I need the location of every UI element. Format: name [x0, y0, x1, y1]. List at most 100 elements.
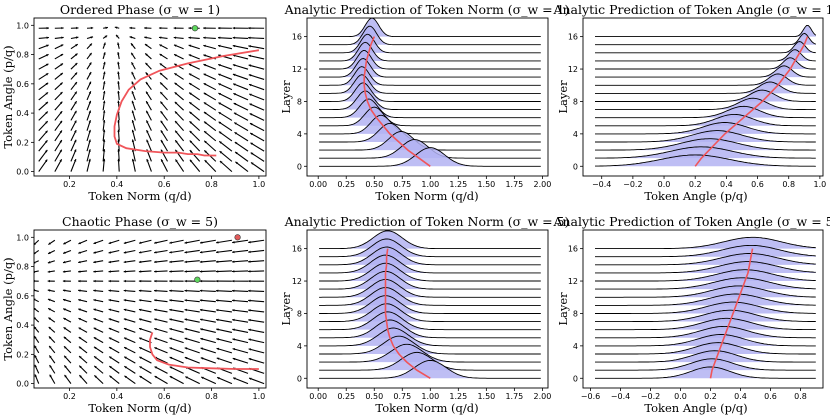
field-arrow: [248, 377, 265, 385]
field-arrowhead: [215, 270, 219, 273]
field-arrow: [232, 260, 249, 263]
field-arrowhead: [131, 91, 135, 94]
ridge-fill: [595, 318, 816, 330]
ridge-line: [595, 261, 816, 274]
field-arrowhead: [139, 241, 142, 244]
chaotic-norm-ridge-title: Analytic Prediction of Token Norm (σ_w =…: [284, 214, 570, 229]
field-arrowhead: [63, 298, 66, 302]
field-arrow: [232, 73, 249, 80]
x-tick-label: 0.75: [393, 180, 411, 189]
ridge-line: [319, 311, 541, 331]
ridge-line: [595, 293, 816, 306]
field-arrowhead: [169, 337, 173, 340]
field-arrowhead: [88, 158, 91, 162]
field-arrowhead: [117, 120, 120, 123]
ridge-line: [319, 351, 541, 371]
field-arrowhead: [248, 299, 251, 302]
x-tick-label: 0.50: [365, 180, 383, 189]
ridge-line: [319, 33, 541, 54]
field-arrowhead: [139, 327, 142, 331]
field-arrowhead: [189, 121, 193, 124]
field-arrowhead: [200, 318, 203, 321]
field-arrowhead: [216, 318, 219, 322]
y-tick-label: 4: [297, 342, 302, 351]
field-arrowhead: [131, 100, 135, 104]
chaotic-phase-title: Chaotic Phase (σ_w = 5): [62, 214, 218, 229]
field-arrowhead: [189, 130, 193, 134]
field-arrowhead: [34, 345, 37, 349]
field-arrowhead: [123, 279, 126, 283]
field-arrowhead: [131, 71, 134, 75]
field-arrowhead: [78, 279, 81, 283]
ridge-fill: [595, 90, 816, 102]
field-arrowhead: [49, 374, 52, 378]
field-arrowhead: [219, 151, 223, 154]
field-arrowhead: [108, 337, 112, 340]
field-arrowhead: [232, 260, 235, 263]
field-arrowhead: [154, 366, 158, 369]
ridge-line: [595, 334, 816, 347]
field-arrowhead: [102, 120, 106, 123]
field-arrow: [218, 92, 233, 101]
field-arrow: [232, 299, 249, 303]
x-tick-label: 0.0: [658, 180, 671, 189]
field-arrowhead: [34, 355, 37, 358]
field-arrowhead: [248, 74, 252, 77]
x-tick-label: 0.6: [764, 392, 777, 401]
x-tick-label: 1.00: [421, 180, 439, 189]
field-arrowhead: [48, 308, 51, 311]
field-arrowhead: [108, 327, 112, 331]
field-arrow: [184, 347, 200, 354]
ridge-fill: [319, 320, 541, 338]
field-arrowhead: [154, 308, 157, 312]
field-arrowhead: [204, 131, 207, 134]
ridge-fill: [319, 147, 541, 167]
field-arrowhead: [139, 375, 143, 379]
field-arrowhead: [108, 260, 111, 264]
field-arrow: [232, 54, 249, 60]
field-arrowhead: [199, 279, 203, 283]
ordered-phase-title: Ordered Phase (σ_w = 1): [60, 2, 220, 17]
field-arrowhead: [93, 337, 97, 340]
ridge-fill: [319, 26, 541, 45]
y-tick-label: 12: [568, 277, 578, 286]
y-tick-label: 16: [292, 245, 302, 254]
field-arrowhead: [78, 270, 81, 273]
field-arrowhead: [131, 52, 134, 56]
y-tick-label: 0.8: [16, 51, 29, 60]
field-arrowhead: [233, 112, 237, 115]
field-arrowhead: [159, 72, 163, 76]
field-arrow: [232, 37, 249, 40]
ridge-fill: [595, 57, 816, 70]
field-arrow: [215, 249, 232, 253]
field-arrowhead: [146, 101, 149, 104]
ordered-norm-ridge-xlabel: Token Norm (q/d): [375, 189, 478, 203]
field-arrowhead: [184, 241, 188, 244]
field-arrow: [231, 270, 249, 273]
field-arrowhead: [108, 299, 112, 302]
plot-area: [595, 236, 816, 379]
field-arrow: [249, 122, 265, 132]
field-arrow: [232, 83, 249, 91]
field-arrowhead: [93, 327, 97, 331]
field-arrowhead: [45, 130, 48, 134]
field-arrowhead: [184, 260, 187, 264]
field-arrow: [184, 328, 200, 333]
field-arrowhead: [89, 62, 92, 66]
field-arrowhead: [74, 110, 77, 114]
field-arrow: [203, 130, 217, 142]
field-arrowhead: [138, 270, 142, 273]
mean-trajectory-line: [384, 248, 431, 379]
field-arrowhead: [104, 35, 108, 38]
field-arrowhead: [44, 159, 48, 163]
field-arrow: [184, 337, 200, 344]
field-arrowhead: [117, 71, 120, 74]
field-arrowhead: [215, 299, 219, 302]
field-arrowhead: [47, 261, 51, 264]
field-arrowhead: [123, 327, 127, 331]
field-arrowhead: [216, 308, 219, 312]
field-arrowhead: [204, 121, 207, 124]
x-tick-label: 2.00: [533, 392, 551, 401]
y-tick-label: 8: [297, 309, 302, 318]
ridge-fill: [319, 18, 541, 37]
